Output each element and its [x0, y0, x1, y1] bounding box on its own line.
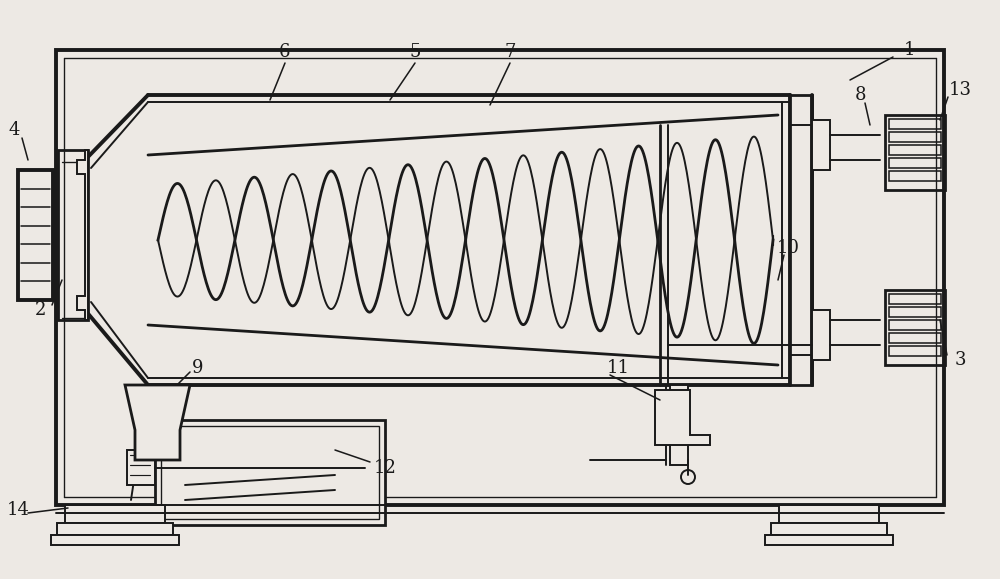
- Bar: [889, 145, 941, 155]
- Text: 1: 1: [904, 41, 916, 59]
- Bar: [889, 320, 941, 330]
- Bar: [765, 535, 893, 545]
- Bar: [57, 523, 173, 535]
- Text: 8: 8: [854, 86, 866, 104]
- Bar: [885, 115, 945, 190]
- Bar: [790, 95, 812, 385]
- Bar: [812, 120, 830, 170]
- Bar: [18, 170, 53, 300]
- Circle shape: [681, 470, 695, 484]
- Bar: [889, 119, 941, 129]
- Polygon shape: [77, 150, 88, 320]
- Text: 5: 5: [409, 43, 421, 61]
- Bar: [670, 385, 688, 465]
- Bar: [161, 426, 379, 519]
- Text: 7: 7: [504, 43, 516, 61]
- Bar: [889, 333, 941, 343]
- Bar: [885, 290, 945, 365]
- Text: 3: 3: [954, 351, 966, 369]
- Bar: [889, 171, 941, 181]
- Bar: [56, 50, 944, 505]
- Text: 14: 14: [7, 501, 29, 519]
- Bar: [889, 307, 941, 317]
- Text: 11: 11: [606, 359, 630, 377]
- Bar: [58, 150, 88, 320]
- Bar: [127, 450, 155, 485]
- Bar: [889, 158, 941, 168]
- Bar: [889, 132, 941, 142]
- Text: 4: 4: [8, 121, 20, 139]
- Text: 2: 2: [34, 301, 46, 319]
- Text: 13: 13: [948, 81, 972, 99]
- Text: 10: 10: [776, 239, 800, 257]
- Text: 6: 6: [279, 43, 291, 61]
- Polygon shape: [125, 385, 190, 460]
- Bar: [155, 420, 385, 525]
- Bar: [65, 505, 165, 523]
- Text: 12: 12: [374, 459, 396, 477]
- Bar: [779, 505, 879, 523]
- Bar: [812, 310, 830, 360]
- Bar: [889, 294, 941, 304]
- Text: 9: 9: [192, 359, 204, 377]
- Bar: [889, 346, 941, 356]
- Bar: [771, 523, 887, 535]
- Bar: [51, 535, 179, 545]
- Polygon shape: [655, 390, 710, 445]
